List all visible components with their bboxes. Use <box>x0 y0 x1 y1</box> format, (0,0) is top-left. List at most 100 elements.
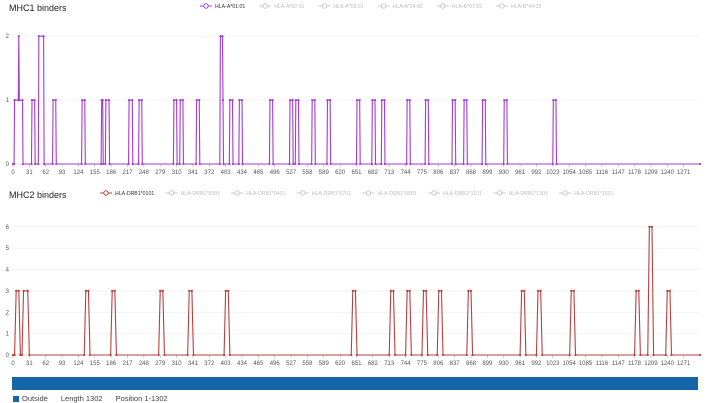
x-tick-label-1-6: 186 <box>106 361 117 367</box>
data-point-0-0-70 <box>288 99 292 102</box>
x-tick-label-1-20: 620 <box>335 361 346 367</box>
data-point-0-0-20 <box>80 162 83 166</box>
x-tick-label-0-9: 279 <box>155 170 166 176</box>
x-tick-label-1-23: 713 <box>384 361 395 367</box>
legend-item-0-2[interactable]: HLA-A*03:01 <box>318 3 364 10</box>
data-point-1-0-36 <box>393 353 397 357</box>
data-point-0-0-79 <box>313 99 316 102</box>
x-tick-label-1-18: 558 <box>302 361 313 367</box>
legend-item-0-5[interactable]: HLA-B*44:03 <box>496 3 541 10</box>
sequence-coverage-bar[interactable] <box>12 377 698 390</box>
data-point-0-0-108 <box>454 162 457 166</box>
x-tick-label-0-21: 651 <box>351 170 362 176</box>
data-point-1-0-50 <box>467 289 470 293</box>
y-tick-label-1-2: 2 <box>6 310 10 316</box>
data-point-1-0-24 <box>192 353 195 357</box>
data-point-1-0-58 <box>536 289 540 293</box>
data-point-1-0-47 <box>440 289 443 293</box>
svg-text:HLA-DRB1*1301: HLA-DRB1*1301 <box>509 191 548 197</box>
data-point-1-0-29 <box>350 353 353 357</box>
x-tick-label-1-3: 93 <box>59 361 66 367</box>
data-point-1-0-54 <box>520 289 523 293</box>
x-tick-label-1-9: 279 <box>155 361 166 367</box>
data-point-0-0-12 <box>37 162 40 166</box>
data-point-0-0-111 <box>465 99 468 102</box>
data-point-1-0-49 <box>465 353 468 357</box>
data-point-0-0-36 <box>137 162 140 166</box>
data-point-1-0-41 <box>420 353 424 357</box>
data-point-1-0-16 <box>115 353 118 357</box>
x-tick-label-0-37: 1147 <box>612 170 626 176</box>
data-point-0-0-43 <box>176 162 179 166</box>
data-point-0-0-59 <box>231 99 234 102</box>
x-tick-label-0-38: 1178 <box>628 170 642 176</box>
legend-item-1-4[interactable]: HLA-DRB1*0801 <box>362 190 417 197</box>
data-point-1-0-0 <box>11 353 15 357</box>
x-tick-label-0-23: 713 <box>384 170 395 176</box>
legend-item-1-5[interactable]: HLA-DRB1*1101 <box>428 190 482 197</box>
x-tick-label-1-38: 1178 <box>628 361 642 367</box>
data-point-0-0-4 <box>17 35 20 38</box>
data-point-0-0-26 <box>101 99 104 102</box>
sequence-footer: Outside Length 1302 Position 1-1302 <box>13 394 168 403</box>
legend-item-0-1[interactable]: HLA-A*02:01 <box>259 3 305 10</box>
data-point-0-0-110 <box>463 99 466 102</box>
data-point-0-0-58 <box>228 99 231 102</box>
x-tick-label-0-16: 496 <box>270 170 281 176</box>
data-point-0-0-118 <box>503 99 506 102</box>
y-tick-label-1-3: 3 <box>6 289 10 295</box>
x-tick-label-0-2: 62 <box>42 170 49 176</box>
data-point-0-0-57 <box>228 162 231 166</box>
data-point-0-0-23 <box>84 162 87 166</box>
data-point-0-0-104 <box>427 162 430 166</box>
data-point-1-0-67 <box>637 289 640 293</box>
data-point-0-0-85 <box>355 162 358 166</box>
x-tick-label-1-5: 155 <box>90 361 101 367</box>
legend-item-1-1[interactable]: HLA-DRB1*0301 <box>165 190 220 197</box>
data-point-0-0-72 <box>292 162 295 166</box>
x-tick-label-0-14: 434 <box>237 170 248 176</box>
data-point-1-0-21 <box>186 353 189 357</box>
data-point-0-0-9 <box>30 99 34 102</box>
data-point-0-0-80 <box>314 162 317 166</box>
legend-item-1-7[interactable]: HLA-DRB1*1501 <box>559 190 614 197</box>
data-point-0-0-60 <box>231 162 235 166</box>
x-tick-label-1-33: 1023 <box>546 361 560 367</box>
data-point-0-0-102 <box>424 99 427 102</box>
length-label: Length 1302 <box>60 394 103 403</box>
svg-text:HLA-DRB1*0401: HLA-DRB1*0401 <box>246 191 285 197</box>
data-point-0-0-86 <box>355 99 359 102</box>
data-point-0-0-21 <box>81 99 84 102</box>
legend-item-0-0[interactable]: HLA-A*01:01 <box>200 3 245 10</box>
x-tick-label-0-32: 992 <box>531 170 542 176</box>
data-point-0-0-7 <box>21 162 25 166</box>
svg-text:HLA-B*44:03: HLA-B*44:03 <box>511 4 541 10</box>
legend-item-1-6[interactable]: HLA-DRB1*1301 <box>493 190 548 197</box>
x-tick-label-0-20: 620 <box>335 170 346 176</box>
svg-text:HLA-DRB1*0701: HLA-DRB1*0701 <box>312 191 351 197</box>
data-point-1-0-62 <box>570 289 573 293</box>
data-point-0-0-115 <box>484 99 487 102</box>
data-point-0-0-71 <box>291 99 294 102</box>
x-tick-label-1-8: 248 <box>139 361 150 367</box>
data-point-0-0-91 <box>373 99 377 102</box>
legend-item-1-3[interactable]: HLA-DRB1*0701 <box>296 190 351 197</box>
x-tick-label-0-41: 1271 <box>677 170 691 176</box>
x-tick-label-1-4: 124 <box>73 361 84 367</box>
data-point-1-0-3 <box>17 289 20 293</box>
mhc2-title: MHC2 binders <box>9 190 67 200</box>
legend-item-1-2[interactable]: HLA-DRB1*0401 <box>231 190 286 197</box>
legend-item-1-0[interactable]: HLA-DRB1*0101 <box>100 190 154 197</box>
x-tick-label-0-1: 31 <box>26 170 33 176</box>
data-point-0-0-14 <box>42 35 45 38</box>
outside-swatch <box>13 395 19 402</box>
legend-item-0-3[interactable]: HLA-A*24:02 <box>377 3 423 10</box>
x-tick-label-0-30: 930 <box>499 170 510 176</box>
x-tick-label-1-16: 496 <box>270 361 281 367</box>
svg-text:HLA-DRB1*1501: HLA-DRB1*1501 <box>574 191 613 197</box>
legend-item-0-4[interactable]: HLA-B*07:02 <box>436 3 482 10</box>
data-point-0-0-29 <box>104 99 107 102</box>
x-tick-label-0-29: 899 <box>482 170 493 176</box>
data-point-1-0-75 <box>668 289 672 293</box>
x-tick-label-0-4: 124 <box>73 170 84 176</box>
